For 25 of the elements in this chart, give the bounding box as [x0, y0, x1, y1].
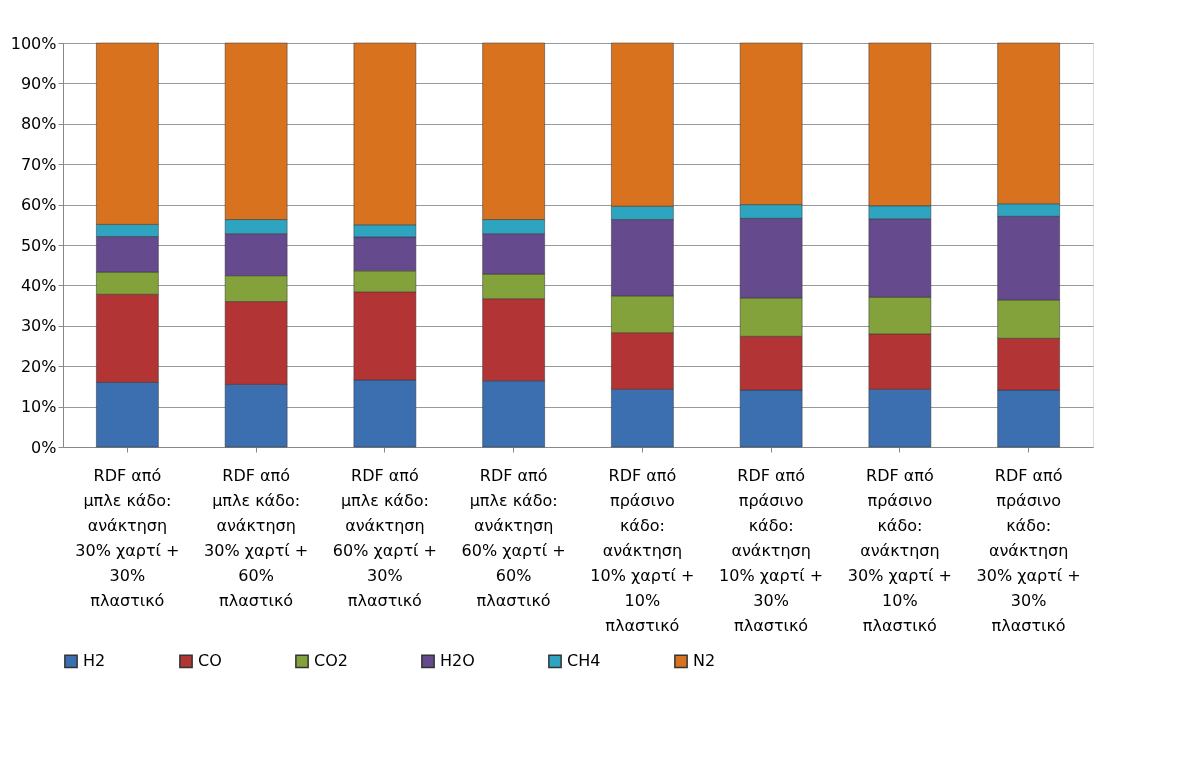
x-tick-label: RDF από μπλε κάδο: ανάκτηση 30% χαρτί + 60% πλαστικό: [204, 465, 309, 610]
y-tick-label: 90%: [20, 73, 57, 93]
y-tick-label: 50%: [20, 235, 57, 255]
x-tick-label: RDF από πράσινο κάδο: ανάκτηση 30% χαρτί + 30% πλαστικό: [976, 465, 1081, 635]
legend-label: CO2: [314, 651, 348, 671]
y-tick-label: 20%: [20, 356, 57, 376]
legend-label: CO: [198, 651, 222, 671]
y-tick-label: 0%: [31, 437, 57, 457]
y-tick-label: 80%: [20, 114, 57, 134]
legend-label: CH4: [567, 651, 601, 671]
legend-label: H2O: [440, 651, 475, 671]
x-tick-label: RDF από μπλε κάδο: ανάκτηση 60% χαρτί + 30% πλαστικό: [332, 465, 437, 610]
x-tick-label: RDF από πράσινο κάδο: ανάκτηση 10% χαρτί + 10% πλαστικό: [590, 465, 695, 635]
y-tick-label: 70%: [20, 154, 57, 174]
legend-label: N2: [693, 651, 716, 671]
x-tick-label: RDF από πράσινο κάδο: ανάκτηση 10% χαρτί + 30% πλαστικό: [719, 465, 824, 635]
y-tick-label: 30%: [20, 316, 57, 336]
x-tick-label: RDF από μπλε κάδο: ανάκτηση 60% χαρτί + 60% πλαστικό: [461, 465, 566, 610]
y-tick-label: 100%: [10, 33, 57, 53]
x-tick-label: RDF από μπλε κάδο: ανάκτηση 30% χαρτί + 30% πλαστικό: [75, 465, 180, 610]
y-tick-label: 10%: [20, 397, 57, 417]
y-tick-label: 40%: [20, 275, 57, 295]
x-tick-label: RDF από πράσινο κάδο: ανάκτηση 30% χαρτί + 10% πλαστικό: [847, 465, 952, 635]
y-tick-label: 60%: [20, 195, 57, 215]
legend-label: H2: [83, 651, 106, 671]
